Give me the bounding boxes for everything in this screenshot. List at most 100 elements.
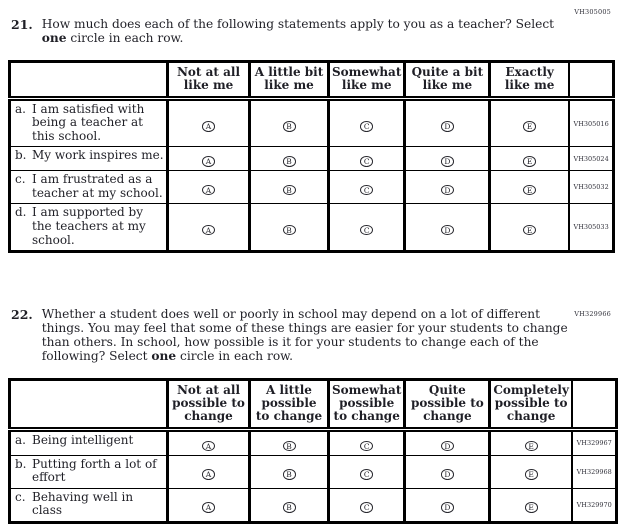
q22-row-b: b. Putting forth a lot of effort A B C D …: [8, 454, 617, 489]
q22-row-b-cell-4: D: [403, 454, 490, 489]
q22-row-a-cell-1: A: [166, 428, 250, 456]
q22-row-c-statement: c. Behaving well in class: [8, 487, 168, 523]
statement-text: Putting forth a lot of effort: [32, 456, 157, 485]
question-22: VH329966 22. Whether a student does well…: [0, 307, 621, 524]
q21-row-c: c. I am frustrated as a teacher at my sch…: [8, 170, 614, 204]
option-circle-b[interactable]: B: [282, 469, 296, 480]
option-circle-e[interactable]: E: [523, 156, 537, 167]
option-circle-c[interactable]: C: [360, 502, 374, 513]
q22-row-c-cell-2: B: [248, 487, 329, 523]
row-letter: c.: [15, 489, 26, 504]
question-21-response-table: Not at all like me A little bit like me …: [8, 59, 616, 254]
row-letter: d.: [15, 205, 27, 220]
option-circle-c[interactable]: C: [360, 440, 374, 452]
q21-row-b-cell-2: B: [248, 146, 329, 171]
option-circle-d[interactable]: D: [440, 469, 454, 480]
q22-header-somewhat: Somewhat possible to change: [326, 379, 405, 432]
question-21-text: How much does each of the following stat…: [41, 17, 570, 46]
question-21-accession-code: VH305005: [574, 8, 611, 16]
row-letter: a.: [15, 432, 26, 447]
option-circle-a[interactable]: A: [202, 121, 215, 132]
row-letter: b.: [15, 456, 27, 471]
option-circle-a[interactable]: A: [202, 184, 215, 196]
q21-row-c-cell-1: A: [166, 170, 250, 204]
option-circle-a[interactable]: A: [202, 156, 215, 167]
q22-row-c-cell-5: E: [488, 487, 572, 523]
q21-row-a-cell-3: C: [326, 97, 405, 147]
q21-row-c-cell-2: B: [248, 170, 329, 204]
q22-header-a-little: A little possible to change: [248, 379, 329, 432]
q22-row-c-code: VH329970: [570, 487, 617, 523]
option-circle-c[interactable]: C: [360, 224, 374, 236]
q21-row-a-cell-4: D: [403, 97, 490, 147]
option-circle-e[interactable]: E: [524, 440, 538, 452]
q21-header-empty: [8, 61, 168, 101]
q22-row-a-code: VH329967: [570, 428, 617, 456]
option-circle-c[interactable]: C: [360, 469, 374, 480]
q21-header-code-col: [567, 61, 614, 101]
option-circle-c[interactable]: C: [360, 121, 374, 132]
q22-header-row: Not at all possible to change A little p…: [8, 379, 617, 432]
q22-row-a-cell-2: B: [248, 428, 329, 456]
q22-row-a-cell-5: E: [488, 428, 572, 456]
q21-row-a-code: VH305016: [567, 97, 614, 147]
option-circle-b[interactable]: B: [282, 121, 296, 132]
statement-text: Being intelligent: [32, 432, 134, 447]
option-circle-a[interactable]: A: [202, 502, 215, 513]
q21-header-row: Not at all like me A little bit like me …: [8, 61, 614, 101]
q21-row-d-cell-5: E: [488, 203, 569, 252]
q22-row-c-cell-4: D: [403, 487, 490, 523]
option-circle-b[interactable]: B: [282, 156, 296, 167]
q21-row-d-cell-4: D: [403, 203, 490, 252]
q22-row-c: c. Behaving well in class A B C D E VH329…: [8, 487, 617, 523]
q21-row-b-cell-4: D: [403, 146, 490, 171]
question-21-number: 21.: [11, 17, 33, 32]
option-circle-e[interactable]: E: [524, 469, 538, 480]
option-circle-c[interactable]: C: [360, 184, 374, 196]
option-circle-d[interactable]: D: [440, 121, 454, 132]
q22-header-quite: Quite possible to change: [403, 379, 490, 432]
option-circle-a[interactable]: A: [202, 224, 215, 236]
row-letter: c.: [15, 172, 26, 187]
q21-header-exactly-like: Exactly like me: [488, 61, 569, 101]
q22-row-b-cell-3: C: [326, 454, 405, 489]
q21-row-a-cell-1: A: [166, 97, 250, 147]
option-circle-e[interactable]: E: [524, 502, 538, 513]
question-21-text-after: circle in each row.: [66, 30, 184, 45]
option-circle-e[interactable]: E: [523, 184, 537, 196]
row-letter: b.: [15, 148, 27, 163]
option-circle-d[interactable]: D: [440, 440, 454, 452]
option-circle-b[interactable]: B: [282, 502, 296, 513]
q21-row-d-cell-3: C: [326, 203, 405, 252]
option-circle-b[interactable]: B: [282, 224, 296, 236]
option-circle-d[interactable]: D: [440, 502, 454, 513]
q22-header-code-col: [570, 379, 617, 432]
question-21: VH305005 21. How much does each of the f…: [0, 0, 621, 254]
q21-row-c-cell-5: E: [488, 170, 569, 204]
q22-row-a-cell-3: C: [326, 428, 405, 456]
option-circle-a[interactable]: A: [202, 469, 215, 480]
q21-row-b-cell-1: A: [166, 146, 250, 171]
q22-row-b-statement: b. Putting forth a lot of effort: [8, 454, 168, 489]
option-circle-b[interactable]: B: [282, 184, 296, 196]
q21-row-a-cell-2: B: [248, 97, 329, 147]
q21-row-c-cell-4: D: [403, 170, 490, 204]
question-21-bold-word: one: [41, 30, 67, 45]
option-circle-e[interactable]: E: [523, 224, 537, 236]
q21-header-a-little-bit: A little bit like me: [248, 61, 329, 101]
option-circle-c[interactable]: C: [360, 156, 374, 167]
option-circle-d[interactable]: D: [440, 184, 454, 196]
option-circle-e[interactable]: E: [523, 121, 537, 132]
q21-row-b-cell-3: C: [326, 146, 405, 171]
q21-row-b: b. My work inspires me. A B C D E VH30502…: [8, 146, 614, 171]
q22-row-a-cell-4: D: [403, 428, 490, 456]
q21-row-c-statement: c. I am frustrated as a teacher at my sch…: [8, 170, 168, 204]
question-22-text-after: circle in each row.: [176, 348, 294, 363]
option-circle-b[interactable]: B: [282, 440, 296, 452]
q21-row-b-code: VH305024: [567, 146, 614, 171]
option-circle-d[interactable]: D: [440, 156, 454, 167]
option-circle-d[interactable]: D: [440, 224, 454, 236]
question-22-accession-code: VH329966: [574, 310, 611, 319]
option-circle-a[interactable]: A: [202, 440, 215, 452]
question-22-text-before: Whether a student does well or poorly in…: [41, 307, 568, 363]
